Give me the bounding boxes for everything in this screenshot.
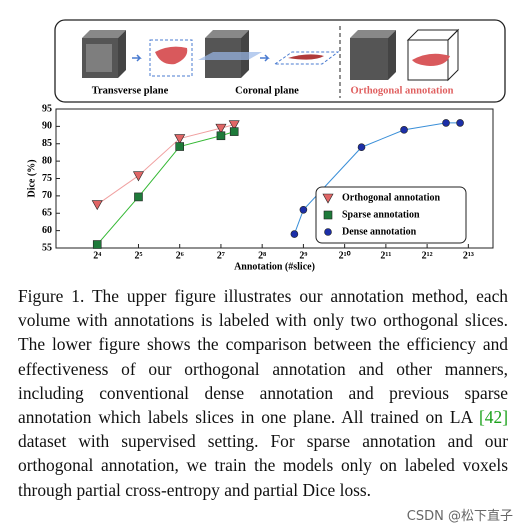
caption-text: dataset with supervised setting. For spa… <box>18 431 508 500</box>
y-tick-label: 55 <box>42 242 52 253</box>
marker <box>456 119 464 127</box>
marker <box>357 143 366 152</box>
legend-frame <box>315 186 467 244</box>
marker <box>174 134 186 145</box>
legend-marker <box>324 228 332 236</box>
x-tick-label: 2¹¹ <box>380 250 391 261</box>
marker <box>442 119 450 127</box>
caption-text: Figure 1. The upper figure illustrates o… <box>18 286 508 428</box>
series-line <box>96 131 235 245</box>
panel-label: Orthogonal annotation <box>351 85 454 96</box>
marker <box>290 230 299 238</box>
y-tick-label: 90 <box>42 121 52 132</box>
cube-side <box>447 28 459 82</box>
schematic: Transverse plane Coronal plane Orthogona… <box>54 19 506 103</box>
arrow <box>132 54 142 62</box>
y-axis-label: Dice (%) <box>26 159 37 197</box>
marker <box>175 142 185 151</box>
volume-top <box>350 30 396 38</box>
legend-label: Orthogonal annotation <box>342 192 441 203</box>
volume-side <box>388 30 396 80</box>
y-tick-label: 85 <box>42 138 52 149</box>
marker <box>400 126 408 134</box>
arrow <box>260 54 270 62</box>
series-line <box>96 124 235 205</box>
marker <box>132 171 144 182</box>
slice-frame <box>149 39 193 77</box>
x-tick-label: 2⁹ <box>299 250 307 261</box>
x-tick-label: 2⁷ <box>217 250 225 261</box>
marker <box>92 240 102 249</box>
panel-frame <box>54 19 506 103</box>
marker <box>229 127 239 136</box>
citation[interactable]: [42] <box>479 407 508 428</box>
marker <box>228 120 240 131</box>
figure: Transverse plane Coronal plane Orthogona… <box>26 19 506 272</box>
marker <box>299 205 308 214</box>
volume-image <box>350 38 388 80</box>
x-tick-label: 2¹³ <box>463 250 474 261</box>
marker <box>134 192 143 202</box>
volume-top <box>205 30 249 38</box>
volume-side <box>118 30 126 78</box>
legend-marker <box>323 210 333 220</box>
liver-shape <box>155 46 188 65</box>
y-tick-label: 75 <box>42 173 52 184</box>
x-tick-label: 2⁶ <box>176 250 184 261</box>
y-tick-label: 60 <box>42 225 52 236</box>
y-tick-label: 70 <box>42 190 52 201</box>
panel-label: Coronal plane <box>235 85 299 96</box>
volume-texture <box>86 44 112 72</box>
panel-label: Transverse plane <box>92 85 169 96</box>
x-axis-label: Annotation (#slice) <box>234 261 315 272</box>
marker <box>216 131 226 141</box>
legend-label: Sparse annotation <box>342 209 420 220</box>
x-tick-label: 2¹² <box>422 250 433 261</box>
caption: Figure 1. The upper figure illustrates o… <box>18 284 508 502</box>
x-tick-label: 2⁸ <box>258 250 266 261</box>
legend-marker <box>322 193 334 204</box>
slice-frame <box>273 51 340 65</box>
marker <box>215 123 227 134</box>
y-tick-label: 95 <box>42 103 52 114</box>
cube-top <box>406 29 460 41</box>
liver-shape <box>412 53 450 66</box>
watermark: CSDN @松下直子 <box>406 509 513 524</box>
marker <box>91 200 103 211</box>
coronal-plane <box>198 52 262 60</box>
x-tick-label: 2¹⁰ <box>339 250 351 261</box>
volume-top <box>82 30 126 38</box>
x-tick-label: 2⁵ <box>134 250 142 261</box>
y-tick-label: 80 <box>42 155 52 166</box>
liver-shape <box>288 54 324 60</box>
legend-label: Dense annotation <box>342 226 417 237</box>
y-tick-label: 65 <box>42 208 52 219</box>
x-tick-label: 2⁴ <box>93 250 101 261</box>
